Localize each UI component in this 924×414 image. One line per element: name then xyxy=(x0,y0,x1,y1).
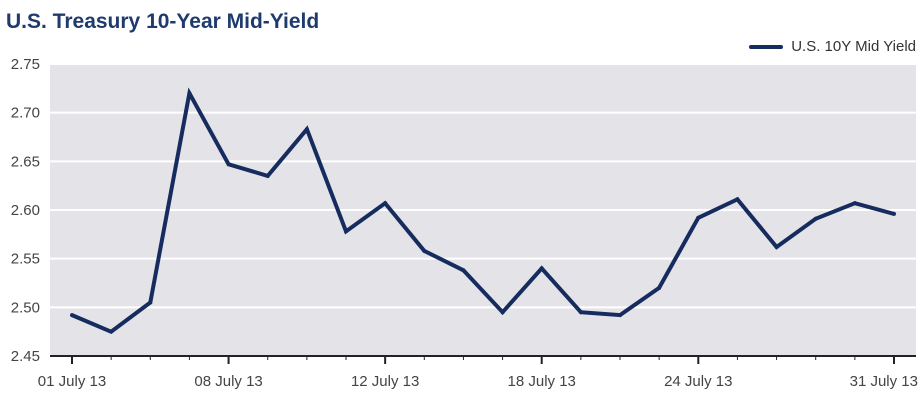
data-point xyxy=(813,216,818,221)
x-tick-label: 01 July 13 xyxy=(38,373,106,390)
data-point xyxy=(226,162,231,167)
legend: U.S. 10Y Mid Yield xyxy=(749,38,916,55)
data-point xyxy=(383,201,388,206)
data-point xyxy=(187,91,192,96)
data-point xyxy=(109,329,114,334)
data-point xyxy=(344,229,348,234)
legend-swatch xyxy=(749,44,784,49)
y-tick-label: 2.65 xyxy=(11,153,40,170)
data-point xyxy=(892,211,896,216)
x-tick-label: 24 July 13 xyxy=(664,373,732,390)
chart-title: U.S. Treasury 10-Year Mid-Yield xyxy=(6,10,320,33)
data-point xyxy=(304,127,309,132)
y-tick-label: 2.55 xyxy=(11,251,40,268)
y-axis: 2.45 2.50 2.55 2.60 2.65 2.70 2.75 xyxy=(11,56,40,365)
data-point xyxy=(539,266,544,271)
data-point xyxy=(657,285,662,290)
data-point xyxy=(578,310,583,315)
x-tick-label: 18 July 13 xyxy=(508,373,576,390)
y-tick-label: 2.70 xyxy=(11,105,40,122)
series-line xyxy=(71,87,895,334)
data-point xyxy=(265,173,270,178)
series-layer xyxy=(70,87,896,334)
data-point xyxy=(735,197,740,202)
data-point xyxy=(500,310,505,315)
y-tick-label: 2.45 xyxy=(11,348,40,365)
y-tick-label: 2.75 xyxy=(11,56,40,73)
data-point xyxy=(148,300,153,305)
data-point xyxy=(774,244,779,249)
x-tick-label: 12 July 13 xyxy=(351,373,419,390)
y-tick-label: 2.50 xyxy=(11,299,40,316)
gridlines xyxy=(50,63,916,309)
data-point xyxy=(461,268,466,273)
x-tick-label: 31 July 13 xyxy=(850,373,918,390)
x-axis: 01 July 13 08 July 13 12 July 13 18 July 13… xyxy=(38,355,918,390)
data-point xyxy=(618,313,622,318)
data-point xyxy=(70,313,74,318)
x-tick-label: 08 July 13 xyxy=(194,373,262,390)
legend-label: U.S. 10Y Mid Yield xyxy=(791,38,916,55)
y-tick-label: 2.60 xyxy=(11,202,40,219)
data-point xyxy=(852,201,857,206)
data-point xyxy=(422,248,427,253)
data-point xyxy=(696,215,701,220)
